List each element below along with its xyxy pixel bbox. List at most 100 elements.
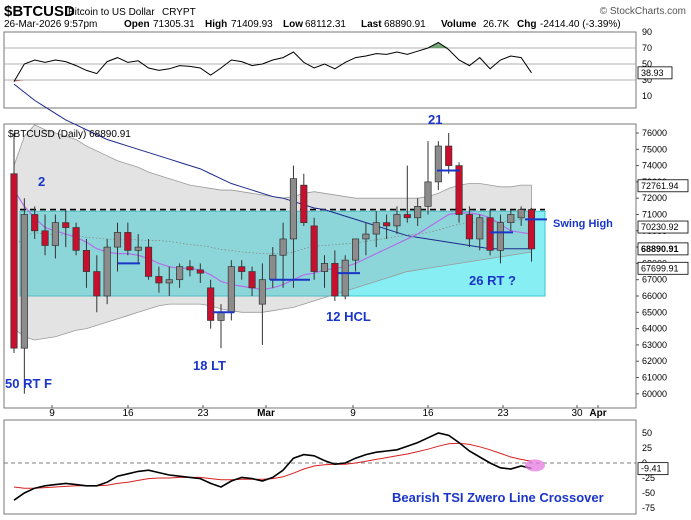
- price-candle: [258, 263, 266, 345]
- candle-body: [300, 184, 308, 224]
- price-value-tag: [637, 220, 689, 234]
- rsi-panel: 90 70 50 30 10 38.93: [4, 27, 673, 101]
- candle-body: [496, 222, 505, 251]
- price-value-label: 68890.91: [641, 244, 679, 254]
- price-candle: [393, 206, 401, 235]
- price-candle: [310, 217, 318, 280]
- price-candle: [496, 214, 505, 264]
- price-candle: [279, 222, 287, 288]
- price-tick-label: 74000: [642, 161, 667, 171]
- price-tick-label: 72000: [642, 193, 667, 203]
- candle-body: [155, 276, 163, 284]
- price-candle: [82, 238, 91, 288]
- candle-body: [279, 238, 287, 256]
- price-tick-label: 75000: [642, 144, 667, 154]
- candle-body: [82, 250, 91, 272]
- price-tick-label: 60000: [642, 389, 667, 399]
- candle-body: [476, 217, 484, 240]
- candle-body: [517, 209, 525, 219]
- candle-body: [165, 279, 173, 284]
- candle-body: [20, 214, 28, 349]
- price-candle: [362, 222, 370, 256]
- rsi-tick-label: 70: [642, 43, 652, 53]
- symbol-title: $BTCUSD: [4, 3, 75, 20]
- price-candle: [424, 141, 432, 215]
- price-candle: [10, 133, 18, 354]
- price-value-tag: [637, 261, 689, 275]
- price-tick-label: 67000: [642, 275, 667, 285]
- candle-body: [527, 209, 536, 250]
- candle-body: [434, 145, 442, 183]
- price-value-label: 70230.92: [641, 222, 679, 232]
- x-tick-label: 9: [350, 408, 356, 419]
- x-tick-label: 23: [197, 408, 209, 419]
- candle-body: [445, 145, 453, 166]
- tsi-tick-label: -50: [642, 488, 655, 498]
- candle-body: [403, 214, 411, 219]
- price-candle: [455, 162, 463, 223]
- low-label: Low: [283, 19, 303, 30]
- price-candle: [372, 211, 380, 248]
- volume-label: Volume: [441, 19, 477, 30]
- last-value: 68890.91: [384, 19, 426, 30]
- price-value-tag: [637, 242, 689, 256]
- rsi-line: [13, 41, 532, 82]
- price-candle: [41, 214, 49, 256]
- tsi-signal-line: [13, 442, 532, 489]
- price-value-label: 72761.94: [641, 181, 679, 191]
- price-tick-label: 71000: [642, 210, 667, 220]
- price-candle: [145, 238, 153, 280]
- x-tick-label: 9: [49, 408, 55, 419]
- candle-body: [455, 165, 463, 215]
- price-candle: [103, 238, 111, 305]
- price-candle: [176, 263, 184, 288]
- candle-body: [62, 222, 70, 228]
- candle-body: [362, 233, 370, 240]
- price-candle: [186, 260, 194, 277]
- price-candle: [320, 255, 329, 288]
- tsi-tick-label: 50: [642, 428, 652, 438]
- price-tick-label: 63000: [642, 340, 667, 350]
- candle-body: [383, 222, 391, 227]
- rsi-tick-label: 30: [642, 75, 652, 85]
- x-tick-label: Mar: [257, 408, 275, 419]
- volume-value: 26.7K: [483, 19, 509, 30]
- x-tick-label: 23: [497, 408, 509, 419]
- price-candle: [414, 198, 422, 226]
- price-candle: [300, 173, 308, 226]
- price-tick-label: 64000: [642, 324, 667, 334]
- candle-body: [465, 214, 473, 240]
- candle-body: [124, 232, 132, 251]
- candle-body: [145, 246, 153, 277]
- price-value-tag: [637, 179, 689, 193]
- candle-body: [258, 279, 266, 305]
- price-tick-label: 61000: [642, 373, 667, 383]
- candle-body: [310, 225, 318, 272]
- price-candle: [31, 206, 39, 239]
- price-candle: [248, 266, 256, 296]
- candle-body: [207, 287, 215, 321]
- open-label: Open: [124, 19, 150, 30]
- watermark: © StockCharts.com: [600, 6, 686, 17]
- symbol-exchange: CRYPT: [162, 7, 196, 18]
- price-candle: [434, 141, 442, 191]
- price-tick-label: 76000: [642, 128, 667, 138]
- x-tick-label: 16: [122, 408, 134, 419]
- candle-body: [424, 181, 432, 207]
- candle-body: [51, 222, 59, 246]
- candle-body: [341, 259, 349, 297]
- price-candle: [403, 165, 411, 223]
- last-label: Last: [361, 19, 382, 30]
- candle-body: [41, 230, 49, 246]
- price-tick-label: 66000: [642, 291, 667, 301]
- tsi-line: [13, 432, 532, 501]
- x-tick-label: 16: [422, 408, 434, 419]
- candle-body: [186, 266, 194, 271]
- candle-body: [196, 269, 204, 274]
- annotation-21: 21: [428, 112, 442, 127]
- candle-body: [507, 214, 515, 223]
- candle-body: [113, 232, 122, 248]
- high-value: 71409.93: [231, 19, 273, 30]
- low-value: 68112.31: [305, 19, 346, 30]
- tsi-tick-label: -25: [642, 473, 655, 483]
